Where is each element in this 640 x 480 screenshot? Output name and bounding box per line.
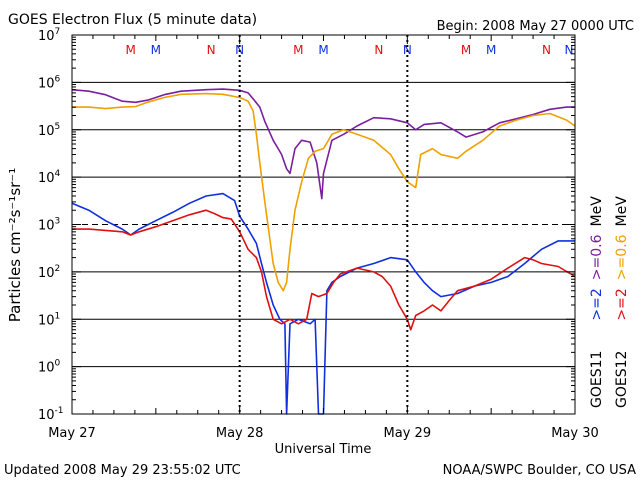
chart-title: GOES Electron Flux (5 minute data) bbox=[8, 12, 257, 28]
x-axis-ticks: May 27 May 28 May 29 May 30 bbox=[48, 35, 599, 441]
y-tick-label: 100 bbox=[38, 359, 61, 376]
y-axis-label: Particles cm⁻²s⁻¹sr⁻¹ bbox=[6, 168, 24, 322]
x-tick-label: May 27 bbox=[48, 426, 96, 441]
y-tick-label: 102 bbox=[38, 264, 60, 281]
legend-entry: GOES11>=2>=0.6MeV bbox=[589, 196, 605, 408]
series-layer bbox=[71, 88, 576, 415]
orbit-marker: M bbox=[318, 43, 328, 57]
legend-entry: GOES12>=2>=0.6MeV bbox=[614, 196, 630, 408]
source-credit: NOAA/SWPC Boulder, CO USA bbox=[443, 463, 636, 478]
orbit-markers: MMNNMMNNMMNN bbox=[126, 43, 574, 57]
orbit-marker: M bbox=[486, 43, 496, 57]
series-line bbox=[72, 209, 576, 331]
updated-timestamp: Updated 2008 May 29 23:55:02 UTC bbox=[4, 463, 241, 478]
series-line bbox=[71, 192, 575, 415]
y-tick-label: 106 bbox=[38, 74, 61, 91]
x-axis-label: Universal Time bbox=[275, 442, 372, 457]
y-tick-label: 105 bbox=[38, 122, 60, 139]
day-boundaries bbox=[238, 35, 409, 414]
series-line bbox=[71, 88, 575, 200]
y-tick-label: 107 bbox=[38, 27, 60, 44]
legend: GOES11>=2>=0.6MeV GOES12>=2>=0.6MeV bbox=[589, 196, 630, 408]
orbit-marker: M bbox=[126, 43, 136, 57]
x-tick-label: May 28 bbox=[216, 426, 264, 441]
begin-label: Begin: 2008 May 27 0000 UTC bbox=[437, 19, 634, 34]
x-tick-label: May 30 bbox=[551, 426, 599, 441]
y-tick-label: 10-1 bbox=[38, 406, 64, 423]
orbit-marker: M bbox=[151, 43, 161, 57]
y-tick-label: 101 bbox=[38, 311, 60, 328]
series-line bbox=[72, 92, 576, 292]
orbit-marker: N bbox=[542, 43, 551, 57]
orbit-marker: M bbox=[461, 43, 471, 57]
orbit-marker: N bbox=[565, 43, 574, 57]
orbit-marker: M bbox=[293, 43, 303, 57]
orbit-marker: N bbox=[374, 43, 383, 57]
y-tick-label: 103 bbox=[38, 217, 60, 234]
orbit-marker: N bbox=[207, 43, 216, 57]
y-axis-ticks: 107 106 105 104 103 102 101 100 10-1 bbox=[38, 27, 575, 423]
y-tick-label: 104 bbox=[38, 169, 61, 186]
x-tick-label: May 29 bbox=[384, 426, 432, 441]
